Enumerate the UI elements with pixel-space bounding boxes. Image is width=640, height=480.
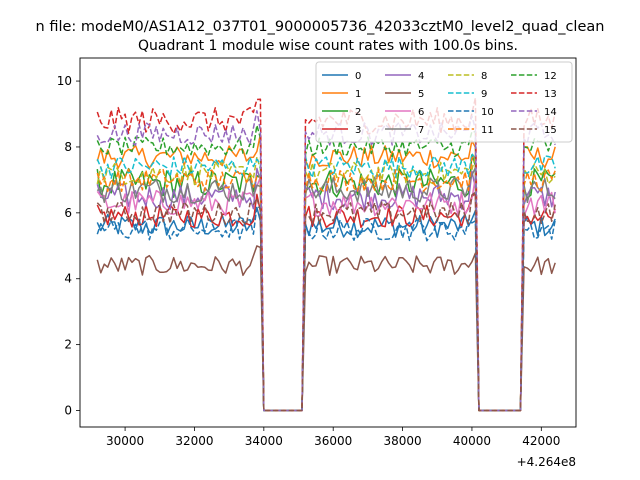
plot-area — [96, 97, 556, 412]
legend-label-10: 10 — [481, 107, 494, 118]
legend-label-12: 12 — [544, 71, 557, 82]
x-axis: 30000 32000 34000 36000 38000 40000 42000 — [106, 427, 560, 448]
series-line-1 — [96, 133, 556, 412]
legend-label-0: 0 — [355, 71, 361, 82]
legend-box — [315, 61, 573, 143]
axes-frame — [79, 57, 577, 428]
series-line-11 — [96, 154, 556, 412]
x-tick-label: 30000 — [106, 434, 144, 448]
series-line-0 — [96, 206, 556, 412]
x-tick-label: 42000 — [522, 434, 560, 448]
series-line-7 — [96, 166, 556, 412]
legend-label-13: 13 — [544, 89, 557, 100]
y-tick-label: 10 — [57, 74, 72, 88]
y-axis: 0 2 4 6 8 10 — [57, 74, 80, 418]
series-line-5 — [96, 245, 556, 412]
legend-label-4: 4 — [418, 71, 424, 82]
series-line-9 — [96, 152, 556, 412]
legend-label-2: 2 — [355, 107, 361, 118]
y-tick-label: 4 — [64, 272, 72, 286]
legend-label-14: 14 — [544, 107, 557, 118]
legend-label-7: 7 — [418, 125, 424, 136]
x-offset-label: +4.264e8 — [517, 455, 576, 469]
series-line-13 — [96, 97, 556, 412]
x-tick-label: 36000 — [314, 434, 352, 448]
x-tick-label: 34000 — [245, 434, 283, 448]
legend-label-9: 9 — [481, 89, 487, 100]
x-tick-label: 40000 — [453, 434, 491, 448]
y-tick-label: 0 — [64, 404, 72, 418]
legend-label-3: 3 — [355, 125, 361, 136]
y-tick-label: 2 — [64, 338, 72, 352]
chart-title: Quadrant 1 module wise count rates with … — [138, 38, 518, 54]
legend-label-1: 1 — [355, 89, 361, 100]
y-tick-label: 8 — [64, 140, 72, 154]
series-line-8 — [96, 155, 556, 412]
x-tick-label: 32000 — [175, 434, 213, 448]
chart-suptitle: n file: modeM0/AS1A12_037T01_9000005736_… — [36, 19, 605, 35]
x-tick-label: 38000 — [383, 434, 421, 448]
series-line-15 — [96, 191, 556, 412]
legend-label-6: 6 — [418, 107, 424, 118]
legend-label-15: 15 — [544, 125, 557, 136]
y-tick-label: 6 — [64, 206, 72, 220]
series-line-12 — [96, 124, 556, 412]
legend-label-8: 8 — [481, 71, 487, 82]
legend-label-5: 5 — [418, 89, 424, 100]
legend-label-11: 11 — [481, 125, 494, 136]
series-line-10 — [96, 205, 556, 412]
